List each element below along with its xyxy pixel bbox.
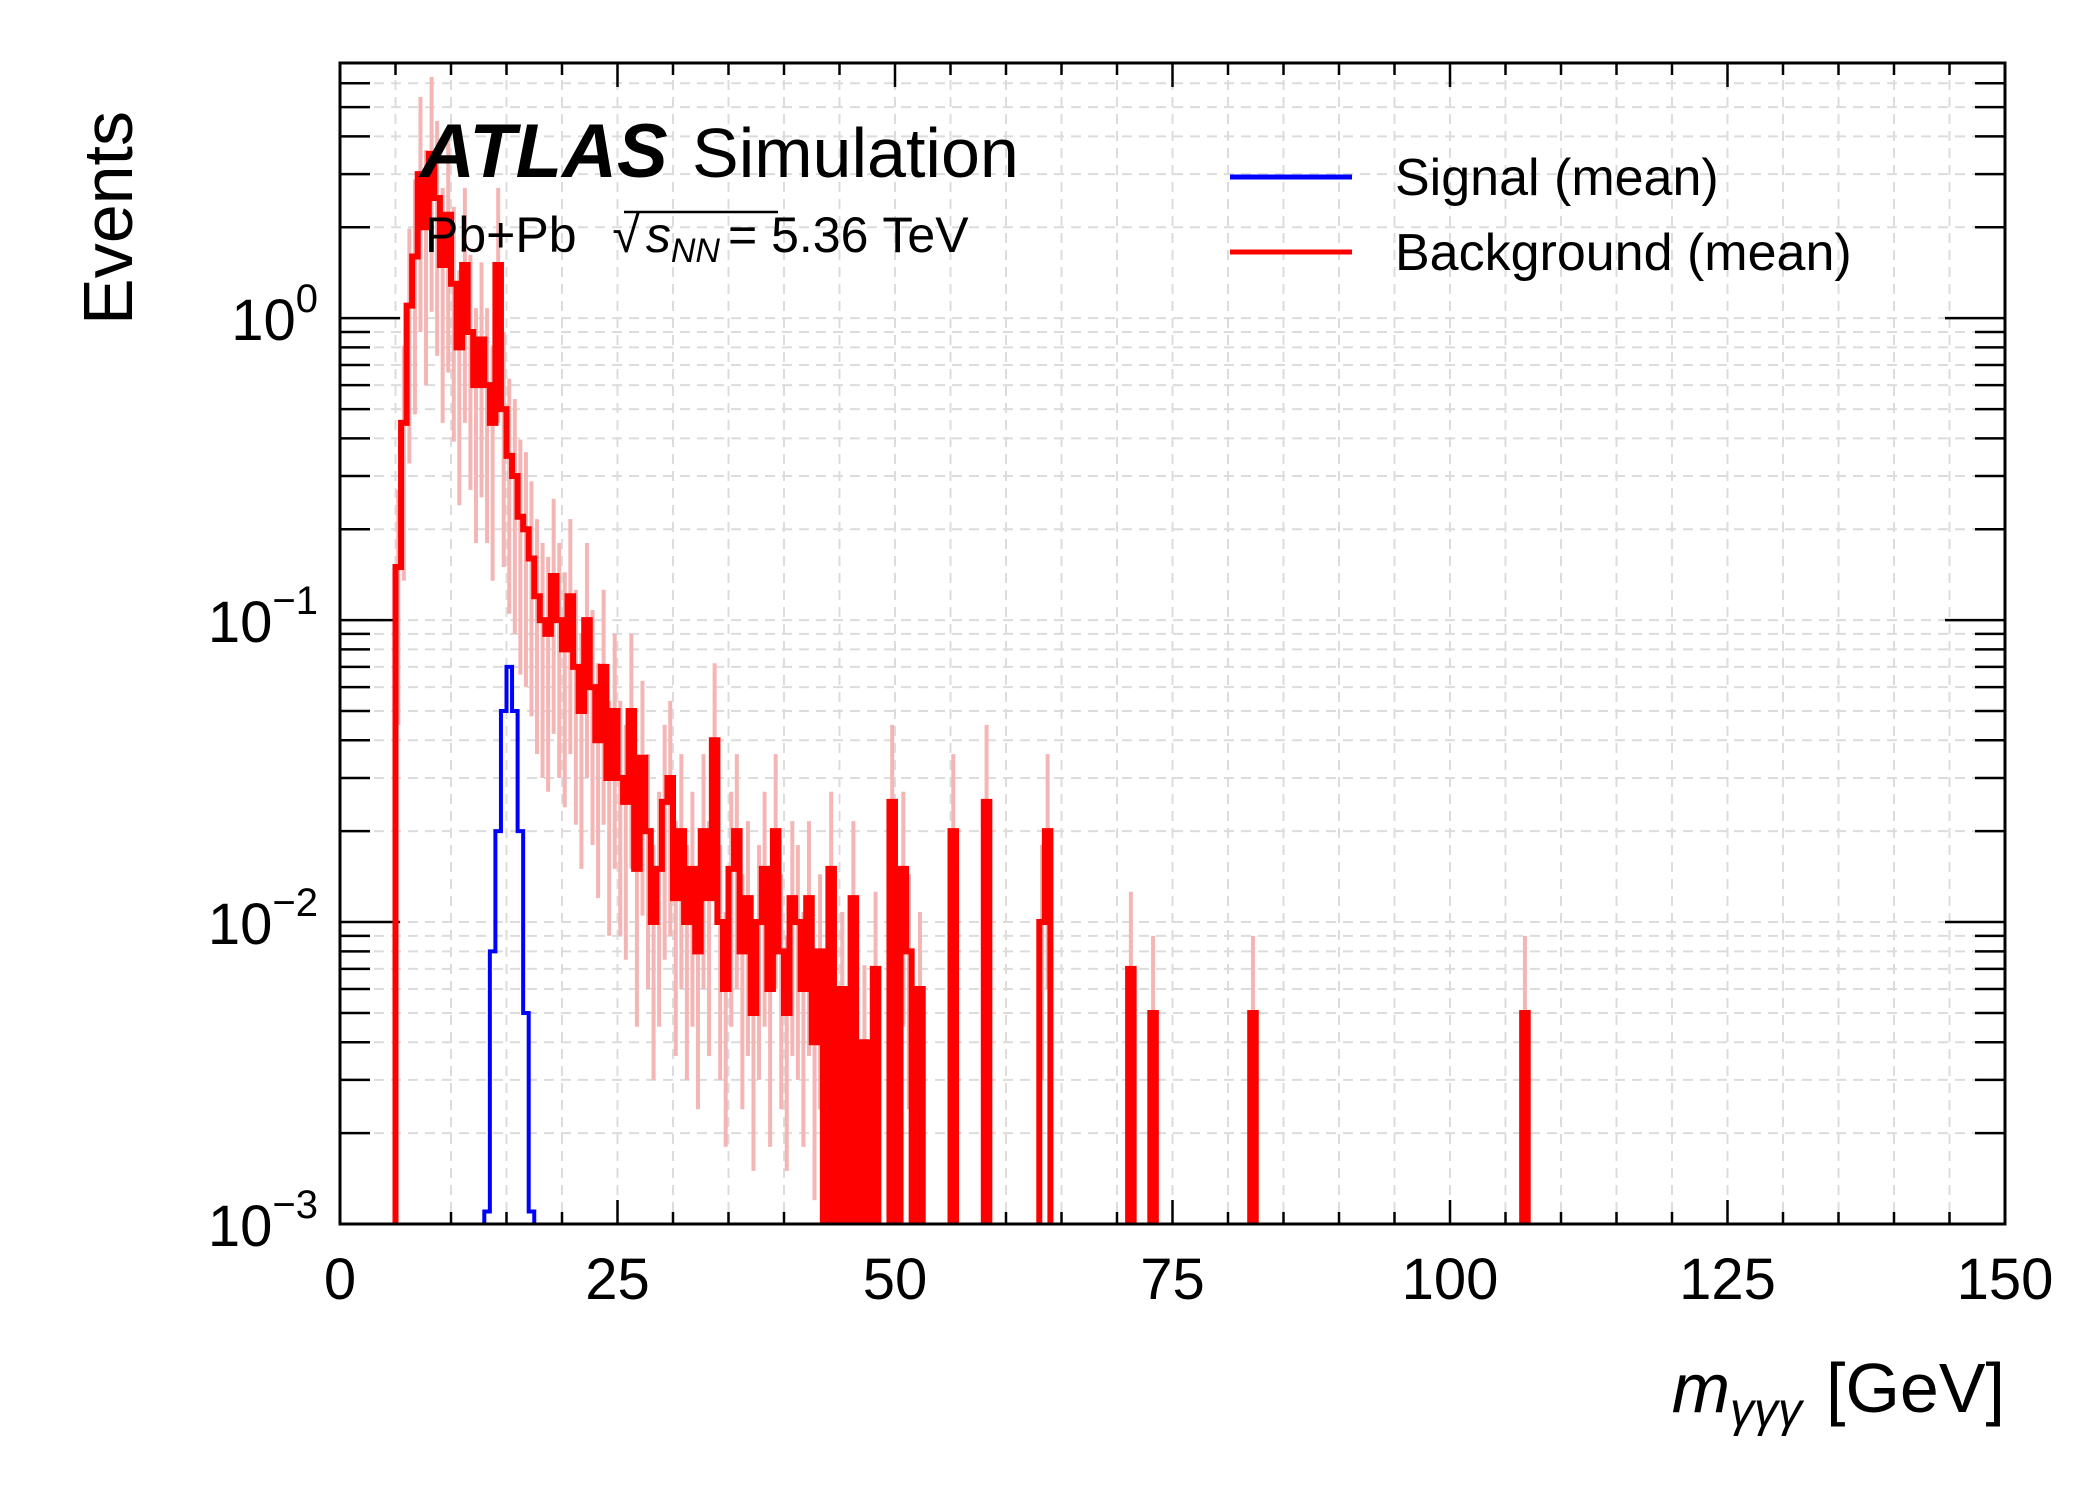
series-outline	[482, 664, 537, 1224]
y-axis-label: Events	[69, 111, 147, 325]
energy-symbol: s	[646, 207, 671, 263]
x-tick-label: 0	[324, 1247, 356, 1312]
energy-subscript: NN	[671, 232, 721, 270]
x-tick-label: 25	[585, 1247, 650, 1312]
axis-ticks	[338, 61, 2007, 1226]
plot-marks	[392, 76, 1531, 1224]
legend-label-signal: Signal (mean)	[1395, 149, 1719, 207]
series-background	[392, 76, 1531, 1224]
experiment-label: ATLAS	[418, 109, 668, 194]
tick-labels: 0 25 50 75 100 125 150 10−3 10−2 10−1 100	[208, 277, 2054, 1312]
legend: Signal (mean) Background (mean)	[1230, 149, 1852, 282]
x-tick-label: 125	[1679, 1247, 1776, 1312]
x-axis-label: mγγγ [GeV]	[1672, 1349, 2005, 1437]
series-outline	[392, 150, 1531, 1224]
series-signal	[482, 664, 537, 1224]
x-tick-label: 50	[863, 1247, 928, 1312]
legend-label-background: Background (mean)	[1395, 224, 1852, 282]
y-tick-label: 10−3	[208, 1183, 318, 1259]
y-tick-label: 10−1	[208, 579, 318, 655]
x-axis-label-unit: [GeV]	[1826, 1349, 2005, 1427]
energy-value: = 5.36	[728, 207, 868, 263]
grid	[340, 63, 2005, 1224]
status-label: Simulation	[692, 114, 1019, 192]
x-tick-label: 150	[1957, 1247, 2054, 1312]
x-axis-label-main: m	[1672, 1349, 1730, 1427]
system-label: Pb+Pb	[425, 207, 577, 263]
x-tick-label: 75	[1140, 1247, 1205, 1312]
y-tick-label: 10−2	[208, 881, 318, 957]
plot-frame	[338, 61, 2007, 1226]
sqrt-sign: √	[612, 207, 640, 263]
energy-label: Pb+Pb √ sNN = 5.36 TeV	[425, 207, 969, 270]
x-tick-label: 100	[1402, 1247, 1499, 1312]
energy-unit: TeV	[882, 207, 969, 263]
x-axis-label-sub: γγγ	[1730, 1384, 1805, 1437]
y-tick-label: 100	[231, 277, 318, 353]
